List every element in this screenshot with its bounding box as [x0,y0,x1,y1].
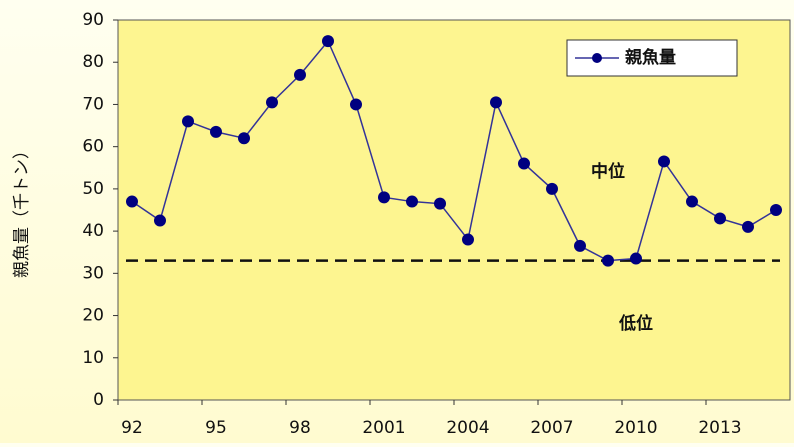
y-tick-label: 10 [82,348,104,368]
legend-label: 親魚量 [625,47,676,68]
data-point [294,68,306,81]
x-tick-label: 98 [289,418,311,438]
data-point [210,125,222,138]
x-tick-label: 2010 [614,418,657,438]
y-tick-label: 50 [82,179,104,199]
legend-marker [592,53,602,63]
y-tick-label: 70 [82,94,104,114]
data-point [742,220,754,233]
data-point [630,252,642,265]
y-axis-label: 親魚量（千トン） [12,142,32,278]
data-point [714,212,726,225]
x-tick-label: 2007 [530,418,573,438]
data-point [406,195,418,208]
data-point [434,197,446,210]
data-point [322,35,334,48]
x-tick-label: 2001 [362,418,405,438]
plot-area [117,19,791,401]
x-tick-label: 92 [121,418,143,438]
data-point [770,204,782,216]
x-tick-label: 2013 [698,418,741,438]
data-point [518,157,530,170]
data-point [574,239,586,252]
data-point [350,98,362,111]
x-tick-label: 95 [205,418,227,438]
data-point [154,214,166,227]
data-point [126,195,138,208]
y-tick-label: 0 [93,390,104,410]
annotation: 中位 [591,161,625,182]
data-point [546,182,558,195]
data-point [658,155,670,168]
y-tick-label: 80 [82,52,104,72]
data-point [490,96,502,109]
data-point [238,132,250,145]
data-point [462,233,474,246]
y-tick-label: 40 [82,221,104,241]
data-point [266,96,278,109]
data-point [602,254,614,267]
y-tick-label: 90 [82,10,104,30]
annotation: 低位 [618,313,653,334]
data-point [378,191,390,204]
data-point [182,115,194,128]
y-tick-label: 60 [82,137,104,157]
y-tick-label: 30 [82,263,104,283]
y-tick-label: 20 [82,306,104,326]
x-tick-label: 2004 [446,418,489,438]
data-point [686,195,698,208]
